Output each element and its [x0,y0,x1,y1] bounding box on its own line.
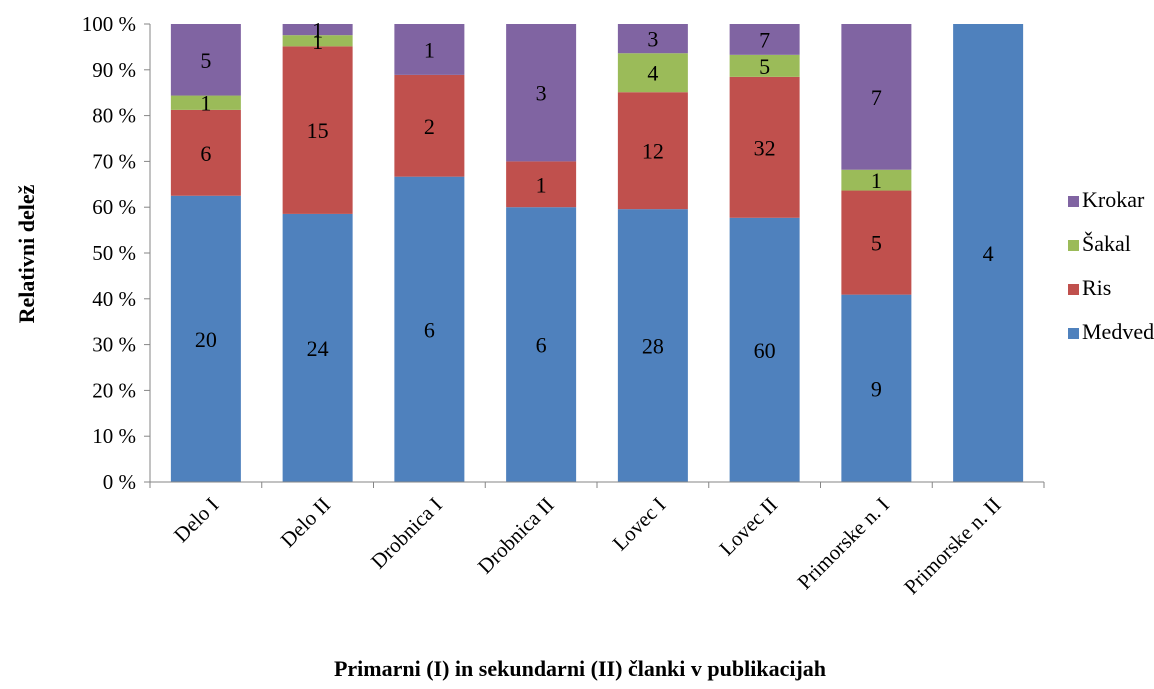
x-tick-label: Delo II [276,493,335,552]
bar-segment [617,24,688,54]
data-label: 1 [200,91,211,116]
bar-segment [841,169,912,191]
bar-segment [729,24,800,55]
legend-swatch [1068,240,1079,251]
data-label: 7 [759,27,770,52]
legend-label: Ris [1082,275,1111,300]
data-label: 5 [200,48,211,73]
data-label: 4 [647,61,658,86]
y-axis-title: Relativni delež [14,184,39,323]
y-tick-label: 90 % [92,58,136,82]
y-tick-label: 30 % [92,333,136,357]
bar-segment [729,54,800,77]
data-label: 1 [536,172,547,197]
x-tick-label: Lovec II [714,493,782,561]
bar-segment [953,24,1024,482]
bar-segment [506,161,577,208]
data-label: 5 [871,231,882,256]
x-tick-label: Drobnica I [366,493,447,574]
y-tick-label: 0 % [103,470,136,494]
bar-segment [282,213,353,482]
bar-segment [282,24,353,36]
x-tick-label: Lovec I [608,493,671,556]
data-label: 1 [312,29,323,54]
bar-segment [617,209,688,483]
data-label: 1 [312,18,323,43]
bar-segment [506,207,577,482]
legend-swatch [1068,196,1079,207]
legend-label: Šakal [1082,231,1131,256]
data-label: 60 [754,338,776,363]
bar-segment [841,24,912,170]
bar-segment [729,217,800,482]
data-label: 32 [754,135,776,160]
legend-label: Krokar [1082,187,1145,212]
data-label: 1 [871,168,882,193]
data-label: 15 [307,118,329,143]
x-tick-label: Primorske n. II [899,493,1005,599]
bar-segment [170,109,241,196]
data-label: 20 [195,327,217,352]
data-label: 9 [871,376,882,401]
data-label: 6 [536,333,547,358]
bar-segment [841,294,912,482]
bar-segment [170,24,241,96]
data-label: 24 [307,336,329,361]
data-label: 4 [983,241,994,266]
data-label: 12 [642,139,664,164]
y-tick-label: 70 % [92,149,136,173]
y-tick-label: 80 % [92,104,136,128]
legend-swatch [1068,328,1079,339]
data-label: 6 [424,317,435,342]
y-tick-label: 40 % [92,287,136,311]
data-label: 3 [647,27,658,52]
bar-segment [394,24,465,75]
x-tick-label: Drobnica II [473,493,559,579]
y-tick-label: 20 % [92,378,136,402]
y-tick-label: 10 % [92,424,136,448]
data-label: 7 [871,85,882,110]
legend-label: Medved [1082,319,1154,344]
data-label: 28 [642,334,664,359]
bar-segment [282,46,353,214]
bar-segment [394,74,465,177]
x-tick-label: Delo I [169,493,224,548]
bar-segment [506,24,577,162]
bar-segment [617,92,688,210]
data-label: 1 [424,37,435,62]
x-axis-title: Primarni (I) in sekundarni (II) članki v… [334,656,826,681]
bar-segment [729,76,800,218]
y-tick-label: 100 % [82,12,136,36]
data-label: 2 [424,114,435,139]
data-label: 3 [536,81,547,106]
legend: Krokar Šakal Ris Medved [1068,187,1154,344]
bar-segment [394,176,465,482]
bar-segment [617,53,688,93]
bar-segment [170,195,241,482]
y-tick-label: 50 % [92,241,136,265]
bar-segment [170,95,241,110]
x-axis: Delo I Delo II Drobnica I Drobnica II Lovec … [149,481,1045,599]
y-tick-label: 60 % [92,195,136,219]
bar-segment [841,190,912,295]
x-tick-label: Primorske n. I [792,493,894,595]
legend-swatch [1068,284,1079,295]
bar-segment [282,35,353,47]
y-axis: 0 % 10 % 20 % 30 % 40 % 50 % 60 % 70 % 80 % 90 % 1… [82,12,151,494]
data-label: 6 [200,141,211,166]
data-label: 5 [759,54,770,79]
